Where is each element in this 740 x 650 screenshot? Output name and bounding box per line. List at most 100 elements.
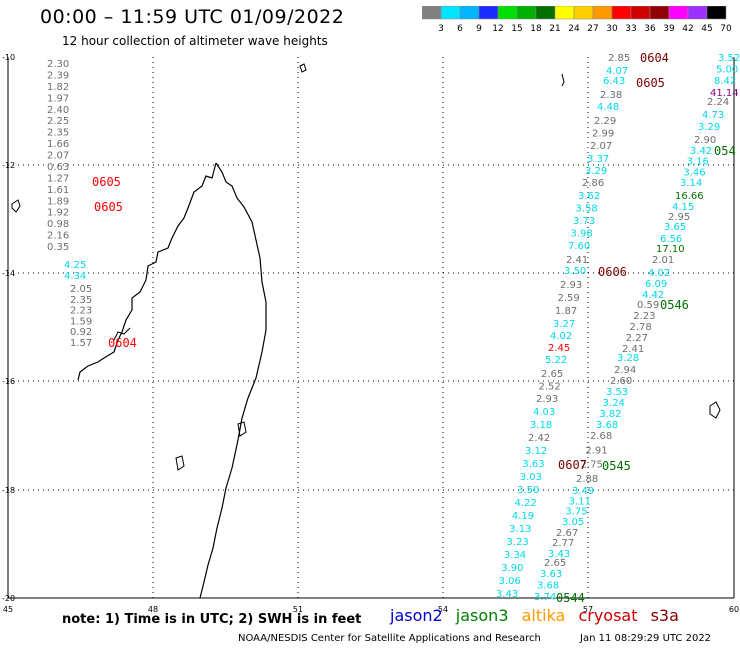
- swh-value: 4.03: [533, 407, 555, 418]
- swh-value: 2.35: [47, 128, 69, 139]
- swh-value: 3.23: [507, 537, 529, 548]
- swh-value: 3.62: [578, 191, 600, 202]
- swh-value: 2.68: [590, 431, 612, 442]
- swh-value: 4.25: [64, 260, 86, 271]
- pass-time-label: 0604: [108, 336, 137, 350]
- legend-cryosat: cryosat: [578, 606, 638, 625]
- x-tick-label: 45: [3, 605, 13, 614]
- swh-value: 2.52: [539, 382, 561, 393]
- swh-value: 3.98: [571, 229, 593, 240]
- pass-time-label: 0605: [636, 76, 665, 90]
- swh-value: 4.15: [672, 202, 694, 213]
- swh-value: 2.75: [581, 460, 603, 471]
- swh-value: 1.59: [70, 316, 92, 327]
- swh-value: 3.68: [537, 581, 559, 592]
- swh-value: 3.13: [509, 524, 531, 535]
- swh-value: 3.34: [504, 550, 526, 561]
- plot-frame: [7, 57, 735, 599]
- swh-value: 2.99: [592, 129, 614, 140]
- swh-value: 4.48: [597, 102, 619, 113]
- colorbar-label: 27: [587, 24, 598, 34]
- swh-value: 2.25: [47, 116, 69, 127]
- pass-time-label: 0544: [556, 591, 585, 605]
- swh-value: 1.57: [70, 338, 92, 349]
- pass-time-label: 0605: [94, 200, 123, 214]
- swh-value: 3.29: [585, 166, 607, 177]
- pass-time-label: 0605: [92, 175, 121, 189]
- swh-value: 3.43: [496, 589, 518, 600]
- swh-value: 2.05: [70, 284, 92, 295]
- colorbar-label: 24: [568, 24, 580, 34]
- swh-value: 5.00: [716, 65, 738, 76]
- swh-value: 4.07: [606, 66, 628, 77]
- swh-value: 6.43: [603, 76, 625, 87]
- swh-value: 2.94: [614, 365, 636, 376]
- swh-value: 3.63: [522, 459, 544, 470]
- swh-value: 2.65: [544, 558, 566, 569]
- swh-value: 3.65: [664, 222, 686, 233]
- swh-value: 3.42: [690, 146, 712, 157]
- colorbar-label: 15: [511, 24, 522, 34]
- swh-value: 3.73: [573, 216, 595, 227]
- pass-time-label: 0607: [558, 458, 587, 472]
- swh-value: 2.40: [47, 105, 69, 116]
- swh-value: 16.66: [675, 191, 704, 202]
- swh-value: 2.67: [556, 528, 578, 539]
- swh-value: 3.52: [718, 53, 740, 64]
- y-tick-label: -10: [2, 53, 15, 62]
- swh-value: 2.23: [633, 311, 655, 322]
- swh-value: 3.82: [599, 409, 621, 420]
- swh-value: 2.07: [47, 151, 69, 162]
- swh-value: 3.68: [596, 420, 618, 431]
- colorbar-label: 3: [438, 24, 444, 34]
- pass-time-label: 0604: [640, 51, 669, 65]
- swh-value: 1.82: [47, 82, 69, 93]
- x-tick-label: 48: [148, 605, 158, 614]
- swh-value: 3.24: [603, 398, 625, 409]
- legend-s3a: s3a: [650, 606, 679, 625]
- madagascar-coastline: [11, 63, 721, 599]
- swh-value: 3.11: [569, 496, 591, 507]
- swh-value: 7.60: [568, 241, 590, 252]
- footnote: note: 1) Time is in UTC; 2) SWH is in fe…: [62, 612, 362, 627]
- y-tick-label: -12: [2, 161, 15, 170]
- swh-value: 3.16: [687, 157, 709, 168]
- swh-value: 5.22: [545, 355, 567, 366]
- swh-value: 3.50: [517, 485, 539, 496]
- swh-value: 3.50: [564, 266, 586, 277]
- swh-value: 1.27: [47, 173, 69, 184]
- swh-value: 4.02: [648, 268, 670, 279]
- swh-value: 3.63: [540, 569, 562, 580]
- satellite-legend: jason2 jason3 altika cryosat s3a: [390, 606, 687, 625]
- swh-value: 2.45: [548, 343, 570, 354]
- swh-value: 2.85: [608, 53, 630, 64]
- swh-value: 3.58: [576, 204, 598, 215]
- swh-value: 2.95: [668, 212, 690, 223]
- swh-value: 6.09: [645, 279, 667, 290]
- colorbar-label: 42: [682, 24, 693, 34]
- swh-value: 0.98: [47, 219, 69, 230]
- legend-jason2: jason2: [390, 606, 443, 625]
- swh-value: 41.14: [710, 88, 739, 99]
- swh-value: 2.90: [694, 135, 716, 146]
- swh-value: 2.35: [70, 295, 92, 306]
- swh-value: 3.12: [525, 446, 547, 457]
- y-tick-label: -16: [2, 377, 15, 386]
- colorbar-swatch: [706, 6, 727, 20]
- x-tick-label: 51: [293, 605, 303, 614]
- swh-values: 2.302.391.821.972.402.252.351.662.070.63…: [47, 53, 740, 603]
- pass-time-label: 0546: [660, 298, 689, 312]
- swh-value: 2.41: [566, 255, 588, 266]
- swh-value: 2.77: [552, 538, 574, 549]
- swh-value: 2.93: [536, 394, 558, 405]
- swh-value: 6.56: [660, 234, 682, 245]
- colorbar-label: 21: [549, 24, 560, 34]
- colorbar-label: 33: [625, 24, 636, 34]
- legend-altika: altika: [521, 606, 566, 625]
- swh-value: 0.35: [47, 242, 69, 253]
- colorbar-label: 18: [530, 24, 542, 34]
- y-tick-label: -14: [2, 269, 15, 278]
- swh-value: 2.65: [541, 369, 563, 380]
